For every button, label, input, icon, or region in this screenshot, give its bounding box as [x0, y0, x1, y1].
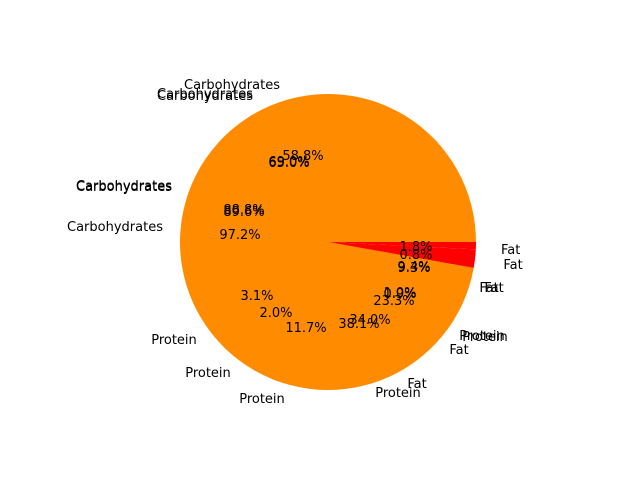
category-label-protein: Protein	[185, 366, 231, 381]
pct-label: 69.0%	[268, 155, 309, 170]
pct-label: 9.4%	[397, 260, 430, 275]
pct-label: 0.8%	[399, 248, 432, 263]
pct-label: 3.1%	[240, 289, 273, 304]
pct-label: 34.0%	[349, 313, 390, 328]
pct-label: 38.1%	[338, 317, 379, 332]
category-label-carbohydrates: Carbohydrates	[157, 89, 253, 104]
pct-label: 1.8%	[399, 240, 432, 255]
category-label-carbohydrates: Carbohydrates	[67, 220, 163, 235]
pct-label: 88.8%	[223, 203, 264, 218]
category-label-fat: Fat	[407, 377, 426, 392]
category-label-protein: Protein	[151, 333, 197, 348]
pie-slice-protein	[328, 242, 476, 268]
category-label-carbohydrates: Carbohydrates	[157, 87, 253, 102]
category-label-carbohydrates: Carbohydrates	[184, 78, 280, 93]
category-label-protein: Protein	[459, 329, 505, 344]
category-label-fat: Fat	[503, 258, 522, 273]
category-label-fat: Fat	[501, 243, 520, 258]
category-label-protein: Protein	[375, 386, 421, 401]
category-label-fat: Fat	[479, 281, 498, 296]
category-label-protein: Protein	[462, 330, 508, 345]
pct-label: 11.7%	[285, 321, 326, 336]
pct-label: 1.0%	[383, 286, 416, 301]
pct-label: 2.0%	[259, 306, 292, 321]
pct-label: 58.8%	[282, 149, 323, 164]
pct-label: 89.6%	[223, 205, 264, 220]
category-label-carbohydrates: Carbohydrates	[76, 180, 172, 195]
pct-label: 0.9%	[383, 287, 416, 302]
pct-label: 23.3%	[373, 294, 414, 309]
category-label-carbohydrates: Carbohydrates	[76, 179, 172, 194]
category-label-protein: Protein	[239, 392, 285, 407]
pie-slice-carbohydrates	[179, 93, 476, 390]
pct-label: 97.2%	[219, 228, 260, 243]
category-label-fat: Fat	[449, 343, 468, 358]
pct-label: 9.3%	[397, 261, 430, 276]
pie-slice-fat	[328, 242, 476, 250]
category-label-fat: Fat	[484, 281, 503, 296]
pct-label: 65.0%	[268, 156, 309, 171]
